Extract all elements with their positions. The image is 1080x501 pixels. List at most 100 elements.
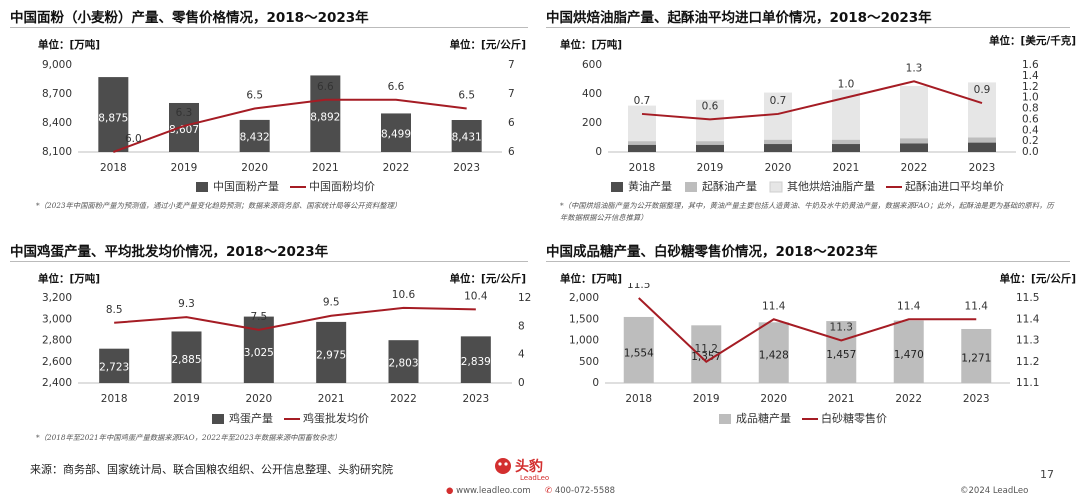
bar <box>169 102 199 152</box>
bar-value-label: 1,457 <box>826 349 856 361</box>
legend-bar-swatch <box>611 182 623 192</box>
category-label: 2021 <box>318 393 345 405</box>
stacked-bar-segment <box>764 92 792 140</box>
line-value-label: 11.5 <box>627 283 650 291</box>
right-tick-label: 12 <box>518 292 531 304</box>
category-label: 2022 <box>901 162 928 174</box>
panel-4-title: 中国成品糖产量、白砂糖零售价情况，2018～2023年 <box>546 244 878 260</box>
left-tick-label: 1,000 <box>569 335 599 347</box>
bar-value-label: 8,432 <box>240 132 270 144</box>
right-tick-label: 11.3 <box>1016 335 1039 347</box>
stacked-bar-segment <box>832 139 860 145</box>
line-value-label: 6.3 <box>176 107 193 119</box>
panel-1-note: *（2023年中国面粉产量为预测值，通过小麦产量变化趋势预测；数据来源商务部、国… <box>36 201 402 210</box>
category-label: 2023 <box>969 162 996 174</box>
category-label: 2018 <box>629 162 656 174</box>
left-tick-label: 400 <box>582 88 602 100</box>
legend-bar-swatch <box>685 182 697 192</box>
bar-value-label: 8,892 <box>310 112 340 124</box>
bar-value-label: 8,431 <box>452 132 482 144</box>
bar <box>691 325 722 383</box>
stacked-bar-segment <box>696 144 724 152</box>
left-tick-label: 200 <box>582 117 602 129</box>
panel-2-unit-right: 单位：[美元/千克] <box>989 35 1076 47</box>
left-tick-label: 2,600 <box>42 356 72 368</box>
category-label: 2020 <box>760 393 787 405</box>
category-label: 2021 <box>828 393 855 405</box>
bar <box>451 120 482 152</box>
left-tick-label: 9,000 <box>42 59 72 71</box>
right-tick-label: 7 <box>508 59 515 71</box>
right-tick-label: 11.2 <box>1016 356 1039 368</box>
bar-value-label: 8,499 <box>381 129 411 141</box>
bar <box>316 321 347 383</box>
left-tick-label: 2,400 <box>42 377 72 389</box>
bar <box>388 340 419 383</box>
line-value-label: 11.2 <box>695 343 718 355</box>
legend-bar-swatch <box>769 181 783 193</box>
line-value-label: 9.5 <box>323 297 340 309</box>
stacked-bar-segment <box>832 144 860 152</box>
bar-value-label: 2,975 <box>316 350 346 362</box>
category-label: 2019 <box>173 393 200 405</box>
right-tick-label: 4 <box>518 349 525 361</box>
line-value-label: 6.0 <box>125 133 142 145</box>
panel-1-chart: 8,100 8,400 8,700 9,000 6 6 7 7 2018 2019 2020 2021… <box>42 59 515 193</box>
right-tick-label: 8 <box>518 320 525 332</box>
panel-4-unit-left: 单位：[万吨] <box>560 273 623 285</box>
line-value-label: 0.7 <box>770 95 787 107</box>
bar-value-label: 1,470 <box>894 349 924 361</box>
legend-label: 鸡蛋产量 <box>229 411 273 425</box>
stacked-bar-segment <box>968 142 996 152</box>
bar-value-label: 2,723 <box>99 362 129 374</box>
legend-label: 中国面粉均价 <box>309 180 375 193</box>
bar-value-label: 1,271 <box>961 353 991 365</box>
left-tick-label: 1,500 <box>569 313 599 325</box>
line-value-label: 11.4 <box>897 300 921 312</box>
panel-1-unit-left: 单位：[万吨] <box>38 39 101 51</box>
bar <box>961 328 992 383</box>
line-value-label: 6.5 <box>246 90 263 102</box>
bar-value-label: 1,428 <box>759 350 789 362</box>
price-line <box>641 80 983 121</box>
website[interactable]: ● www.leadleo.com <box>446 486 531 496</box>
bar-value-label: 2,803 <box>388 358 418 370</box>
legend-bar-swatch <box>719 414 731 424</box>
bar-value-label: 2,839 <box>461 356 491 368</box>
source-line: 来源：商务部、国家统计局、联合国粮农组织、公开信息整理、头豹研究院 <box>30 463 393 476</box>
legend-label: 鸡蛋批发均价 <box>303 411 369 425</box>
bar-value-label: 1,554 <box>624 347 654 359</box>
line-value-label: 10.4 <box>464 290 488 302</box>
brand-logo: 头豹 <box>494 456 543 476</box>
category-label: 2023 <box>462 393 489 405</box>
right-tick-label: 6 <box>508 117 515 129</box>
category-label: 2019 <box>693 393 720 405</box>
legend-label: 其他烘焙油脂产量 <box>787 179 875 193</box>
legend-label: 成品糖产量 <box>736 411 791 425</box>
phone[interactable]: ✆ 400-072-5588 <box>545 486 616 496</box>
right-tick-label: 1.4 <box>1022 70 1039 82</box>
brand-name: 头豹 <box>515 459 543 475</box>
panel-3-note: *（2018年至2021年中国鸡蛋产量数据来源FAO，2022年至2023年数据… <box>36 433 342 442</box>
bar <box>239 119 270 152</box>
panel-3-unit-left: 单位：[万吨] <box>38 273 101 285</box>
right-tick-label: 7 <box>508 88 515 100</box>
right-tick-label: 1.2 <box>1022 81 1039 93</box>
panel-3-unit-right: 单位：[元/公斤] <box>449 273 526 285</box>
left-tick-label: 8,100 <box>42 146 72 158</box>
left-tick-label: 0 <box>592 377 599 389</box>
panel-2-note: *（中国烘焙油脂产量为公开数据整理，其中，黄油产量主要包括人造黄油、牛奶及水牛奶… <box>560 201 1054 222</box>
panel-2-unit-left: 单位：[万吨] <box>560 39 623 51</box>
line-value-label: 6.5 <box>458 90 475 102</box>
right-tick-label: 0.8 <box>1022 103 1039 115</box>
category-label: 2018 <box>625 393 652 405</box>
bar <box>99 348 130 383</box>
panel-4-chart: 0 500 1,000 1,500 2,000 11.1 11.2 11.3 11.4 11.5 2… <box>569 283 1040 425</box>
line-value-label: 0.7 <box>634 95 651 107</box>
panel-4-unit-right: 单位：[元/公斤] <box>999 273 1076 285</box>
stacked-bar-segment <box>696 99 724 142</box>
panel-2-title: 中国烘焙油脂产量、起酥油平均进口单价情况，2018～2023年 <box>546 10 932 26</box>
category-label: 2022 <box>390 393 417 405</box>
stacked-bar-segment <box>900 143 928 152</box>
panel-1-title: 中国面粉（小麦粉）产量、零售价格情况，2018～2023年 <box>10 10 369 26</box>
